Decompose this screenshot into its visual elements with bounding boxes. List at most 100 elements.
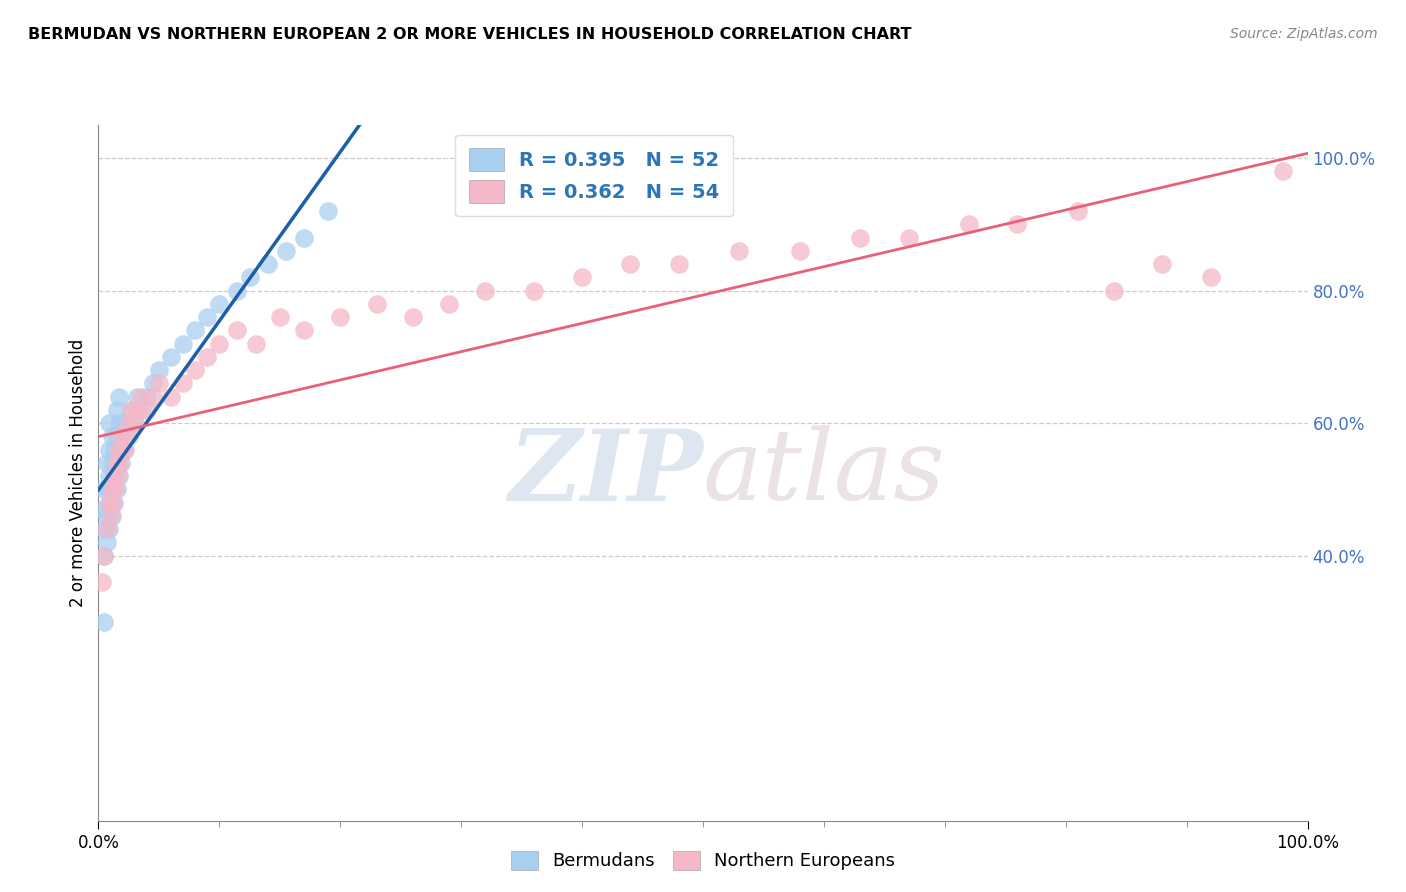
Point — [104, 483, 127, 497]
Point — [226, 284, 249, 298]
Point — [619, 257, 641, 271]
Point — [108, 442, 131, 457]
Point — [239, 270, 262, 285]
Point — [127, 402, 149, 417]
Point — [160, 350, 183, 364]
Point — [129, 402, 152, 417]
Point — [127, 390, 149, 404]
Point — [172, 336, 194, 351]
Point — [142, 376, 165, 391]
Point — [124, 416, 146, 430]
Legend: R = 0.395   N = 52, R = 0.362   N = 54: R = 0.395 N = 52, R = 0.362 N = 54 — [456, 135, 733, 217]
Point — [100, 508, 122, 523]
Point — [292, 230, 315, 244]
Point — [93, 615, 115, 629]
Point — [112, 442, 135, 457]
Point — [789, 244, 811, 258]
Point — [135, 390, 157, 404]
Point — [269, 310, 291, 324]
Point — [849, 230, 872, 244]
Point — [103, 442, 125, 457]
Point — [96, 535, 118, 549]
Point — [226, 323, 249, 337]
Point — [103, 495, 125, 509]
Point — [96, 522, 118, 536]
Point — [100, 483, 122, 497]
Point — [105, 429, 128, 443]
Point — [117, 429, 139, 443]
Point — [105, 483, 128, 497]
Point — [329, 310, 352, 324]
Point — [118, 429, 141, 443]
Point — [114, 416, 136, 430]
Point — [108, 469, 131, 483]
Point — [93, 522, 115, 536]
Point — [96, 456, 118, 470]
Point — [184, 323, 207, 337]
Point — [110, 456, 132, 470]
Point — [98, 469, 121, 483]
Point — [172, 376, 194, 391]
Point — [1152, 257, 1174, 271]
Point — [103, 469, 125, 483]
Point — [208, 297, 231, 311]
Point — [523, 284, 546, 298]
Text: ZIP: ZIP — [508, 425, 703, 521]
Y-axis label: 2 or more Vehicles in Household: 2 or more Vehicles in Household — [69, 339, 87, 607]
Point — [108, 456, 131, 470]
Point — [98, 495, 121, 509]
Point — [728, 244, 751, 258]
Point — [195, 310, 218, 324]
Point — [1199, 270, 1222, 285]
Point — [129, 390, 152, 404]
Point — [91, 575, 114, 590]
Point — [98, 442, 121, 457]
Point — [148, 376, 170, 391]
Point — [98, 416, 121, 430]
Point — [1272, 164, 1295, 178]
Point — [120, 402, 142, 417]
Point — [957, 217, 980, 231]
Point — [668, 257, 690, 271]
Point — [93, 502, 115, 516]
Text: atlas: atlas — [703, 425, 946, 520]
Point — [195, 350, 218, 364]
Point — [98, 522, 121, 536]
Point — [274, 244, 297, 258]
Point — [1067, 204, 1090, 219]
Point — [897, 230, 920, 244]
Point — [103, 469, 125, 483]
Point — [108, 442, 131, 457]
Point — [316, 204, 339, 219]
Point — [160, 390, 183, 404]
Point — [402, 310, 425, 324]
Point — [101, 495, 124, 509]
Point — [1102, 284, 1125, 298]
Point — [256, 257, 278, 271]
Point — [124, 416, 146, 430]
Point — [1007, 217, 1029, 231]
Point — [571, 270, 593, 285]
Point — [148, 363, 170, 377]
Point — [110, 429, 132, 443]
Point — [105, 456, 128, 470]
Point — [114, 442, 136, 457]
Text: BERMUDAN VS NORTHERN EUROPEAN 2 OR MORE VEHICLES IN HOUSEHOLD CORRELATION CHART: BERMUDAN VS NORTHERN EUROPEAN 2 OR MORE … — [28, 27, 911, 42]
Point — [105, 402, 128, 417]
Point — [105, 456, 128, 470]
Point — [120, 402, 142, 417]
Point — [98, 495, 121, 509]
Point — [366, 297, 388, 311]
Point — [100, 483, 122, 497]
Point — [96, 483, 118, 497]
Point — [437, 297, 460, 311]
Point — [93, 549, 115, 563]
Point — [108, 416, 131, 430]
Point — [93, 549, 115, 563]
Point — [245, 336, 267, 351]
Point — [100, 456, 122, 470]
Point — [93, 483, 115, 497]
Point — [208, 336, 231, 351]
Legend: Bermudans, Northern Europeans: Bermudans, Northern Europeans — [503, 844, 903, 878]
Point — [108, 390, 131, 404]
